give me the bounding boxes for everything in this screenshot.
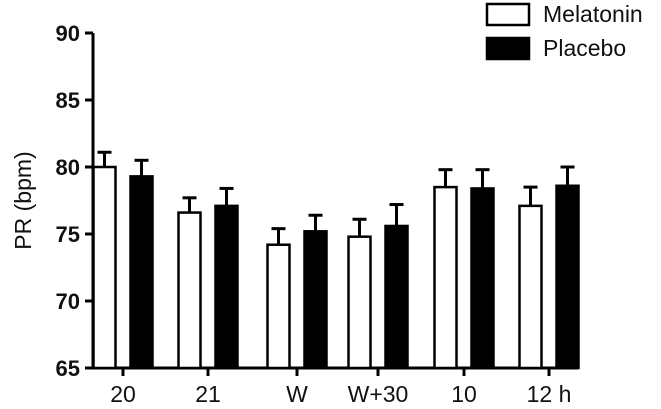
x-tick-label: 20 [110,381,136,407]
x-tick-label: 10 [451,381,477,407]
y-tick-label: 65 [56,356,80,381]
bar-placebo-2 [303,230,328,370]
x-tick-label: W [286,381,308,407]
bar-placebo-1 [214,204,239,370]
bar-placebo-0 [129,175,154,370]
legend-swatch-placebo [485,36,531,61]
bar-melatonin-1 [177,211,202,370]
bar-melatonin-3 [347,235,372,370]
y-tick-label: 90 [56,21,80,46]
bar-melatonin-2 [266,243,291,370]
y-tick-label: 75 [56,222,80,247]
bar-placebo-4 [470,187,495,370]
legend: Melatonin Placebo [485,1,643,61]
x-tick-label: 12 h [527,381,572,407]
y-tick-label: 70 [56,289,80,314]
bar-melatonin-5 [518,204,543,370]
bars [92,150,580,370]
bar-melatonin-4 [433,185,458,370]
axes: 65 70 75 80 85 90 20 21 W W+30 10 12 h [56,21,578,407]
bar-melatonin-0 [92,165,117,370]
legend-label-placebo: Placebo [543,35,626,61]
x-tick-label: W+30 [348,381,409,407]
y-tick-label: 80 [56,155,80,180]
x-tick-label: 21 [195,381,221,407]
legend-swatch-melatonin [485,2,531,27]
bar-placebo-3 [384,224,409,370]
y-axis-label: PR (bpm) [10,151,36,249]
legend-label-melatonin: Melatonin [543,1,643,27]
bar-placebo-5 [555,184,580,370]
y-tick-label: 85 [56,88,80,113]
